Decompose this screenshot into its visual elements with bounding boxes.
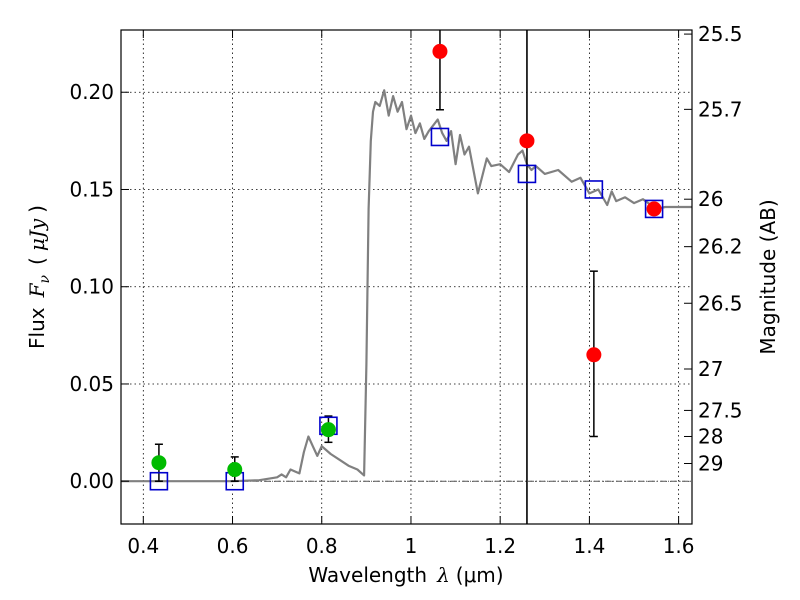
y-axis-title-subscript: ν: [37, 275, 53, 284]
y-axis-title-symbol: F: [25, 282, 49, 298]
y-axis-title-prefix: Flux: [25, 307, 49, 349]
y-tick-label: 0.10: [69, 275, 114, 299]
observed-flux-point: [586, 347, 602, 363]
magnitude-tick-label: 27: [698, 357, 723, 381]
observed-flux-point: [320, 422, 336, 438]
observed-flux-point: [519, 133, 535, 149]
observed-flux-point: [646, 201, 662, 217]
x-tick-label: 0.4: [127, 534, 159, 558]
y2-axis-title: Magnitude (AB): [756, 199, 780, 354]
x-tick-label: 1.4: [573, 534, 605, 558]
x-tick-label: 1.6: [663, 534, 695, 558]
y-axis-title: FluxFν(μJy): [25, 205, 53, 349]
y-tick-label: 0.15: [69, 177, 114, 201]
model-spectrum-line: [121, 89, 692, 483]
x-tick-label: 1: [405, 534, 418, 558]
y-tick-label: 0.05: [69, 372, 114, 396]
model-photometry-square: [517, 164, 537, 184]
magnitude-ticks-layer: 25.5 25.7 26 26.2 26.5 27 27.528 29: [684, 22, 743, 476]
x-tick-label: 0.6: [217, 534, 249, 558]
plot-frame: [120, 29, 693, 525]
y-tick-label: 0.20: [69, 80, 114, 104]
magnitude-tick-label: 26: [698, 187, 723, 211]
magnitude-tick-label: 29: [698, 452, 723, 476]
spectrum-layer: [121, 89, 692, 483]
y-ticks-layer: 0.00 0.05 0.10 0.15 0.20: [69, 80, 129, 493]
magnitude-tick-label: 26.5: [698, 291, 743, 315]
y-axis-title-unit: μJy: [25, 218, 49, 251]
model-photometry-square: [430, 127, 450, 147]
observed-points-layer: [151, 43, 662, 478]
magnitude-tick-label: 26.2: [698, 235, 743, 259]
plot-background: [121, 30, 692, 524]
model-photometry-square: [644, 199, 664, 219]
magnitude-tick-label: 25.5: [698, 22, 743, 46]
x-tick-label: 1.2: [484, 534, 516, 558]
observed-flux-point: [432, 43, 448, 59]
x-axis-title-symbol: λ: [436, 563, 450, 587]
model-photometry-square: [149, 471, 169, 491]
model-photometry-square: [584, 180, 604, 199]
x-tick-label: 0.8: [306, 534, 338, 558]
model-photometry-layer: [149, 127, 664, 491]
magnitude-tick-label: 27.5: [698, 398, 743, 422]
y-tick-label: 0.00: [69, 469, 114, 493]
magnitude-tick-label: 28: [698, 424, 723, 448]
observed-flux-point: [151, 455, 167, 471]
x-axis-title-prefix: Wavelength: [308, 563, 427, 587]
x-ticks-layer: 0.4 0.6 0.8 1 1.2 1.4 1.6: [127, 30, 695, 558]
x-axis-title: Wavelength λ (μm): [308, 563, 503, 587]
observed-flux-point: [227, 462, 243, 478]
x-axis-title-unit: (μm): [456, 563, 504, 587]
magnitude-tick-label: 25.7: [698, 97, 743, 121]
